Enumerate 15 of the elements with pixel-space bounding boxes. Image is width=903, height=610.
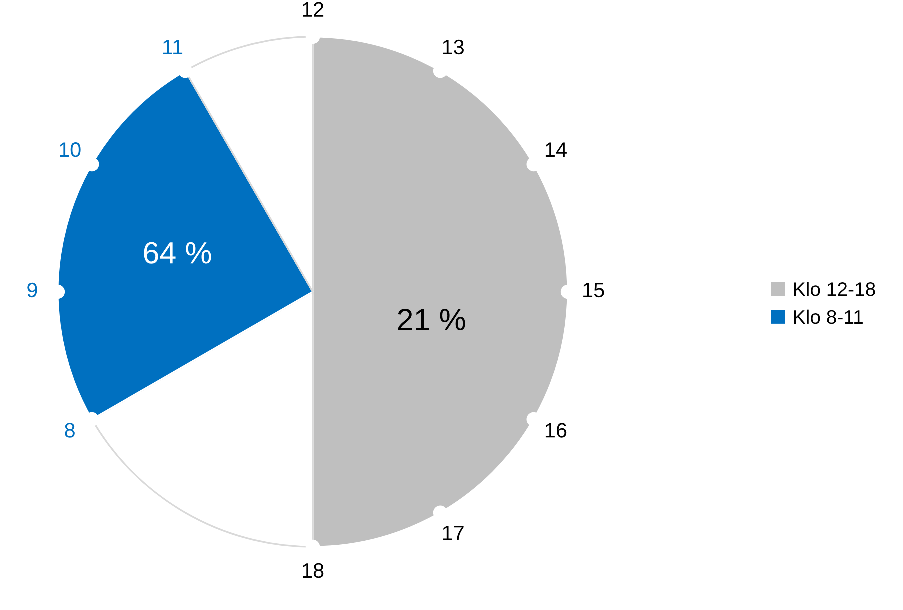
text: 11 [164,40,183,54]
text: 9 [28,282,38,298]
text: 64 % [144,242,212,264]
text: 16 [546,423,567,438]
text: 8 [65,423,75,438]
text: 18 [302,563,324,578]
text: 15 [584,283,604,298]
text: 10 [60,142,81,158]
text: 21 % [398,309,466,331]
text: 12 [303,2,324,17]
legend-label: Klo 8-11 [794,310,863,324]
text: 13 [443,40,464,55]
text: 17 [443,526,464,540]
text: 14 [546,142,567,158]
legend-label: Klo 12-18 [794,282,876,296]
